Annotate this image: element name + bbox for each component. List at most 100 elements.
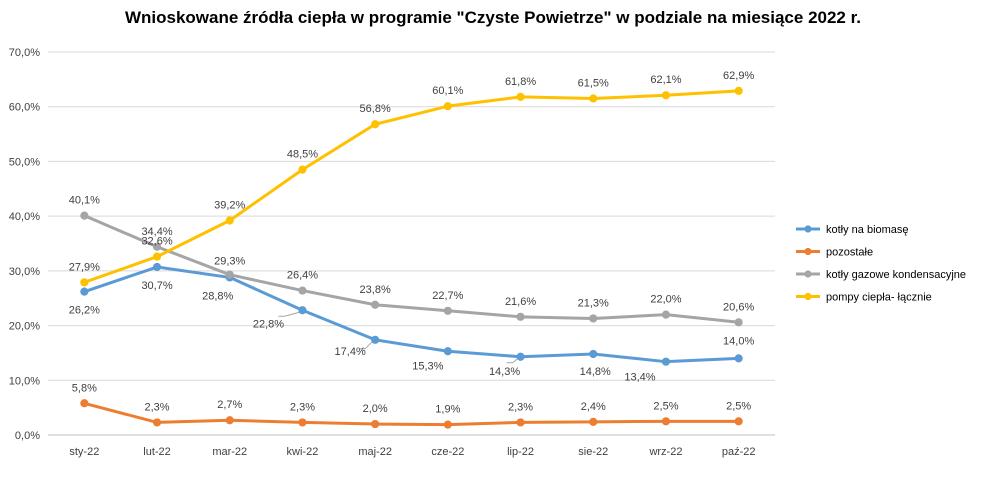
data-label: 26,2%	[69, 305, 100, 317]
data-label: 61,5%	[578, 78, 609, 90]
legend-label: kotły gazowe kondensacyjne	[826, 269, 966, 281]
data-label-leader	[506, 358, 518, 364]
data-label: 62,9%	[723, 70, 754, 82]
data-point	[225, 270, 234, 279]
data-label: 2,3%	[290, 401, 315, 413]
x-tick-label: wrz-22	[648, 446, 682, 458]
data-point	[589, 349, 598, 359]
x-tick-label: paź-22	[722, 446, 756, 458]
y-tick-label: 40,0%	[9, 211, 40, 223]
data-point	[516, 92, 525, 101]
data-point	[371, 419, 380, 429]
data-label: 22,0%	[650, 294, 681, 306]
data-point	[516, 418, 525, 427]
data-label: 2,3%	[508, 401, 533, 413]
x-tick-label: mar-22	[212, 446, 247, 458]
x-tick-label: sty-22	[69, 446, 99, 458]
series-line	[82, 401, 741, 427]
data-label: 2,0%	[363, 403, 388, 415]
data-label: 39,2%	[214, 200, 245, 212]
data-point	[371, 120, 380, 129]
data-label-leader	[359, 341, 373, 350]
data-label: 2,7%	[217, 399, 242, 411]
series-line	[82, 265, 741, 364]
data-label: 17,4%	[335, 346, 366, 358]
data-label: 26,4%	[287, 270, 318, 282]
x-tick-label: sie-22	[578, 446, 608, 458]
data-label: 2,5%	[726, 400, 751, 412]
x-tick-label: maj-22	[358, 446, 392, 458]
y-tick-label: 30,0%	[9, 266, 40, 278]
data-point	[298, 286, 307, 295]
data-label: 2,3%	[145, 401, 170, 413]
data-point	[661, 310, 671, 319]
data-point	[371, 300, 380, 309]
legend-marker	[804, 225, 812, 233]
data-point	[225, 416, 234, 425]
x-tick-label: cze-22	[431, 446, 464, 458]
legend-label: kotły na biomasę	[826, 224, 909, 236]
data-label: 14,0%	[723, 335, 754, 347]
data-point	[734, 318, 743, 327]
y-tick-label: 70,0%	[9, 47, 40, 59]
data-label: 56,8%	[360, 103, 391, 115]
data-point	[298, 165, 307, 174]
legend-marker	[804, 270, 812, 278]
data-label: 20,6%	[723, 301, 754, 313]
data-label: 22,7%	[432, 290, 463, 302]
data-label: 14,8%	[580, 366, 611, 378]
data-label: 62,1%	[650, 74, 681, 86]
data-label: 21,6%	[505, 296, 536, 308]
data-point	[225, 216, 234, 225]
data-label: 13,4%	[624, 372, 655, 384]
data-label: 60,1%	[432, 85, 463, 97]
data-label: 15,3%	[412, 360, 443, 372]
data-point	[443, 306, 452, 315]
y-tick-label: 50,0%	[9, 156, 40, 168]
chart-title: Wnioskowane źródła ciepła w programie "C…	[124, 8, 862, 27]
y-tick-label: 60,0%	[9, 102, 40, 114]
legend-marker	[804, 247, 812, 256]
data-label: 1,9%	[435, 404, 460, 416]
data-point	[80, 287, 89, 296]
data-label: 14,3%	[489, 366, 520, 378]
data-label: 23,8%	[360, 284, 391, 296]
data-label: 27,9%	[69, 261, 100, 273]
data-point	[152, 252, 162, 261]
data-point	[443, 347, 452, 356]
data-point	[734, 354, 743, 363]
data-label: 28,8%	[202, 290, 233, 302]
y-tick-label: 10,0%	[9, 375, 40, 387]
data-point	[734, 417, 743, 426]
data-label: 5,8%	[72, 382, 97, 394]
y-tick-label: 20,0%	[9, 321, 40, 333]
legend-label: pozostałe	[826, 247, 873, 259]
data-point	[661, 417, 671, 426]
data-point	[152, 418, 162, 427]
data-point	[298, 418, 307, 427]
data-label: 34,4%	[141, 226, 172, 238]
data-label: 2,4%	[581, 401, 606, 413]
data-point	[371, 335, 380, 344]
x-tick-label: lip-22	[507, 446, 534, 458]
x-tick-label: kwi-22	[287, 446, 319, 458]
data-label: 21,3%	[578, 297, 609, 309]
data-label: 22,8%	[253, 318, 284, 330]
data-point	[443, 102, 452, 111]
y-tick-label: 0,0%	[15, 430, 40, 442]
data-point	[589, 94, 598, 103]
data-point	[589, 417, 598, 426]
data-point	[734, 86, 743, 95]
data-point	[661, 91, 671, 100]
data-label: 29,3%	[214, 256, 245, 268]
data-point	[589, 314, 598, 323]
data-label: 61,8%	[505, 76, 536, 88]
legend-marker	[804, 292, 812, 301]
legend-label: pompy ciepła- łącznie	[826, 292, 932, 304]
data-point	[80, 278, 89, 287]
data-point	[80, 211, 89, 220]
data-label: 48,5%	[287, 149, 318, 161]
data-point	[152, 262, 162, 272]
